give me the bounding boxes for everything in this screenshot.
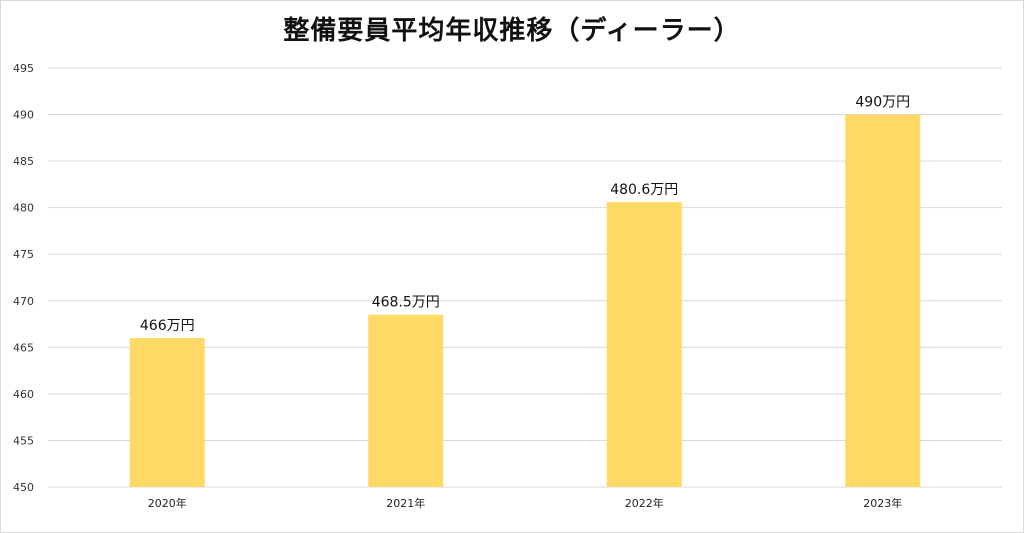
- y-tick-label: 475: [13, 248, 34, 261]
- y-tick-label: 460: [13, 388, 34, 401]
- y-tick-label: 450: [13, 481, 34, 494]
- data-label: 490万円: [855, 95, 910, 111]
- data-label: 466万円: [140, 318, 195, 334]
- x-tick-label: 2022年: [625, 496, 664, 510]
- y-tick-label: 495: [13, 62, 34, 75]
- bar: [368, 314, 444, 487]
- x-tick-label: 2020年: [148, 496, 187, 510]
- y-tick-label: 490: [13, 109, 34, 122]
- y-tick-label: 485: [13, 155, 34, 168]
- chart-title: 整備要員平均年収推移（ディーラー）: [283, 16, 741, 46]
- y-tick-label: 465: [13, 341, 34, 354]
- y-tick-label: 480: [13, 202, 34, 215]
- x-tick-label: 2023年: [863, 496, 902, 510]
- y-tick-label: 455: [13, 434, 34, 447]
- bar: [129, 338, 205, 487]
- x-tick-label: 2021年: [386, 496, 425, 510]
- data-label: 480.6万円: [610, 182, 678, 198]
- y-tick-label: 470: [13, 295, 34, 308]
- data-label: 468.5万円: [372, 295, 440, 311]
- bar: [845, 114, 921, 488]
- bar: [606, 202, 682, 487]
